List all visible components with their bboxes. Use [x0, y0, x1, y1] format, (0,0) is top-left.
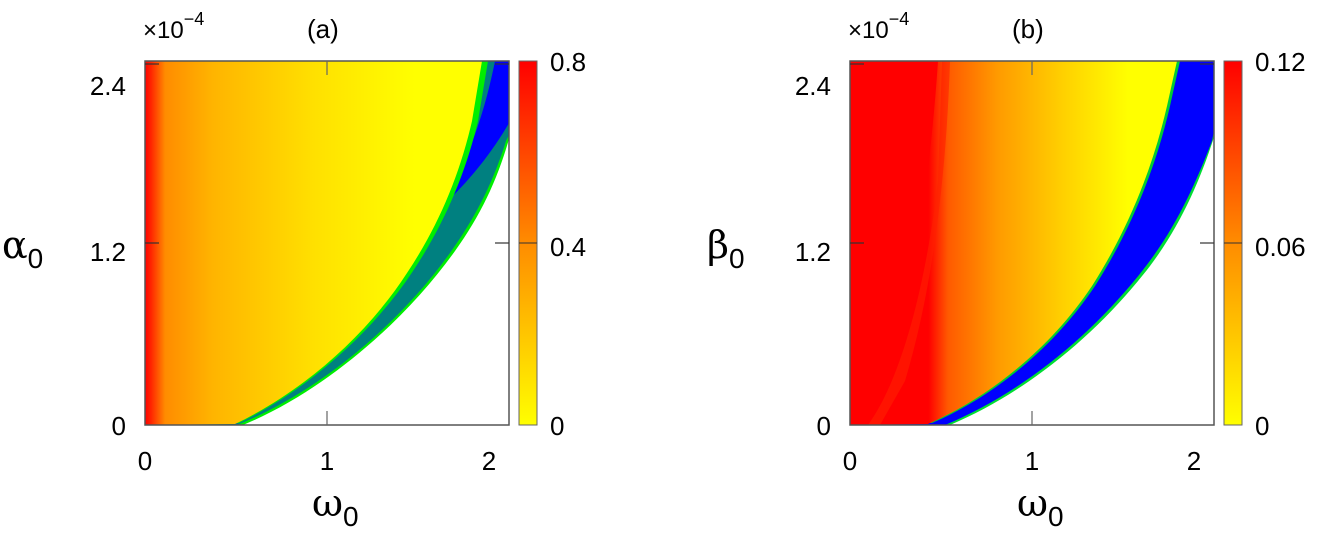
heatmap-b: [849, 60, 1243, 426]
colorbar-tick-max-b: 0.12: [1255, 47, 1306, 77]
region-gradient: [145, 61, 482, 425]
heatmap-a: [144, 60, 538, 426]
x-tick-2-b: 2: [1186, 446, 1202, 476]
colorbar-tick-max-a: 0.8: [550, 47, 587, 77]
y-tick-1.2-a: 1.2: [89, 237, 126, 267]
y-tick-0-b: 0: [816, 411, 831, 441]
colorbar-tick-mid-a: 0.4: [550, 232, 587, 262]
colorbar-tick-min-a: 0: [550, 411, 565, 441]
x-axis-label-a: ω0: [312, 481, 359, 532]
panel-b: ×10−4 (b) 2.4 1.2 0 0 1 2 0.12 0.06 0 β0…: [705, 0, 1321, 539]
panel-label-a: (a): [307, 14, 339, 44]
panel-a: ×10−4 (a) 2.4 1.2 0 0 1 2 0.8 0.4 0 α0 ω…: [0, 0, 660, 539]
y-multiplier-a: ×10−4: [143, 9, 205, 44]
colorbar-tick-min-b: 0: [1255, 411, 1270, 441]
region-gradient: [850, 61, 1177, 425]
y-axis-label-a: α0: [2, 223, 44, 274]
colorbar-b: [1223, 60, 1243, 426]
x-tick-0-a: 0: [137, 446, 153, 476]
colorbar-a: [518, 60, 538, 426]
y-tick-1.2-b: 1.2: [794, 237, 831, 267]
y-multiplier-b: ×10−4: [848, 9, 910, 44]
y-tick-2.4-b: 2.4: [794, 71, 831, 101]
region-blue: [435, 61, 509, 213]
x-axis-label-b: ω0: [1017, 481, 1064, 532]
y-tick-2.4-a: 2.4: [89, 71, 126, 101]
y-tick-0-a: 0: [111, 411, 126, 441]
x-tick-2-a: 2: [481, 446, 497, 476]
y-axis-label-b: β0: [707, 223, 745, 274]
panel-label-b: (b): [1012, 14, 1044, 44]
region-red: [850, 61, 938, 425]
colorbar-tick-mid-b: 0.06: [1255, 232, 1306, 262]
x-tick-1-b: 1: [1024, 446, 1040, 476]
x-tick-0-b: 0: [842, 446, 858, 476]
x-tick-1-a: 1: [319, 446, 335, 476]
